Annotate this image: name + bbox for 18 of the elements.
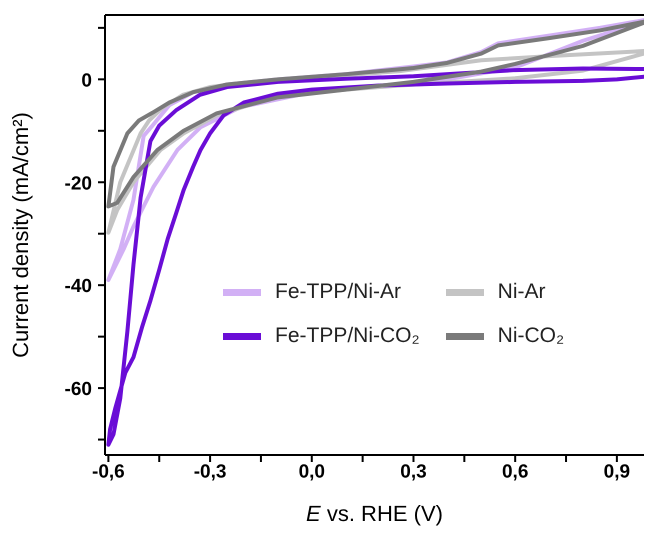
x-tick-label: -0,3 (194, 461, 226, 482)
x-tick-label: -0,6 (92, 461, 125, 482)
x-tick-label: 0,0 (298, 461, 325, 482)
legend-label: Ni-Ar (498, 280, 546, 304)
line-series (106, 66, 644, 447)
x-tick-label: 0,6 (502, 461, 528, 482)
y-tick-label: 0 (81, 70, 92, 92)
y-tick-label: -40 (64, 276, 92, 298)
y-tick-label: -60 (64, 379, 92, 400)
legend-label: Fe-TPP/Ni-Ar (275, 280, 401, 304)
line-series (106, 20, 644, 208)
x-tick-label: 0,3 (400, 461, 427, 482)
legend-label: Fe-TPP/Ni-CO₂ (275, 324, 420, 348)
x-axis-title: E vs. RHE (V) (306, 501, 443, 526)
x-tick-label: 0,9 (604, 461, 630, 482)
legend-label: Ni-CO₂ (498, 324, 564, 348)
y-tick-label: -20 (64, 173, 92, 194)
y-axis-title: Current density (mA/cm²) (8, 112, 33, 358)
